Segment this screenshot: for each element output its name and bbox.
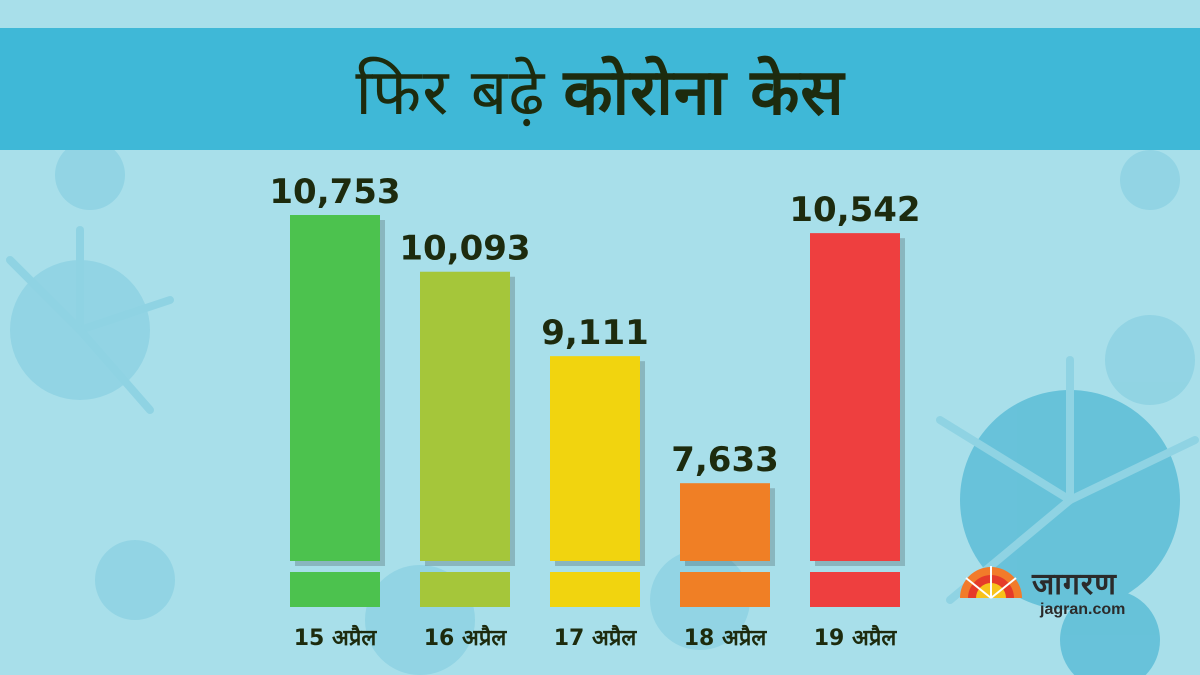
category-label: 18 अप्रैल bbox=[684, 624, 768, 651]
bar-base bbox=[810, 572, 900, 607]
data-label: 7,633 bbox=[671, 440, 779, 480]
logo-name: जागरण bbox=[1032, 567, 1117, 602]
title-part-2: कोरोना केस bbox=[563, 55, 845, 130]
title-banner: फिर बढ़े कोरोना केस bbox=[0, 28, 1200, 150]
bar-base bbox=[290, 572, 380, 607]
jagran-logo: जागरण jagran.com bbox=[958, 560, 1168, 620]
category-label: 19 अप्रैल bbox=[814, 624, 898, 651]
bar bbox=[680, 483, 770, 561]
sunrise-logo-icon bbox=[960, 566, 1022, 599]
category-label: 16 अप्रैल bbox=[424, 624, 508, 651]
bar bbox=[420, 271, 510, 561]
bar bbox=[810, 233, 900, 561]
category-label: 15 अप्रैल bbox=[294, 624, 378, 651]
bar-base bbox=[680, 572, 770, 607]
bar bbox=[290, 215, 380, 561]
data-label: 9,111 bbox=[541, 313, 649, 353]
category-label: 17 अप्रैल bbox=[554, 624, 638, 651]
logo-site: jagran.com bbox=[1040, 601, 1126, 618]
data-label: 10,093 bbox=[399, 229, 530, 269]
bar bbox=[550, 356, 640, 561]
bar-base bbox=[550, 572, 640, 607]
data-label: 10,542 bbox=[789, 190, 920, 230]
title-part-1: फिर बढ़े bbox=[355, 55, 546, 130]
bar-base bbox=[420, 572, 510, 607]
page-title: फिर बढ़े कोरोना केस bbox=[355, 46, 844, 133]
data-label: 10,753 bbox=[269, 172, 400, 212]
